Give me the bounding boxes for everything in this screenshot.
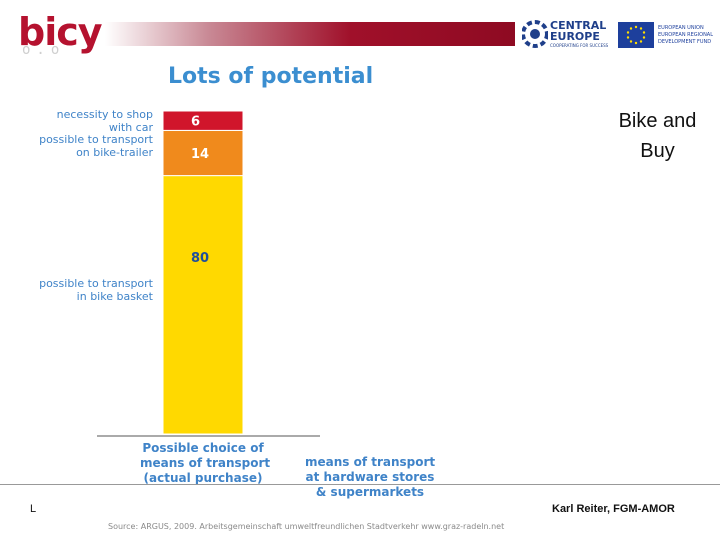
bar-segment-trailer: [162, 129, 244, 177]
series-label-trailer-line1: possible to transport: [39, 133, 153, 147]
series-label-car: necessity to shop with car: [57, 108, 153, 134]
central-europe-line1: CENTRAL: [550, 19, 607, 32]
eu-logo: EUROPEAN UNION EUROPEAN REGIONAL DEVELOP…: [618, 20, 716, 50]
category-1-line1: means of transport: [305, 455, 436, 469]
chart-title: Lots of potential: [168, 64, 374, 89]
data-label-car: 6: [191, 115, 200, 130]
bar-segment-car: [162, 110, 244, 131]
central-europe-logo: CENTRAL EUROPE COOPERATING FOR SUCCESS: [522, 18, 614, 50]
series-label-basket-line1: possible to transport: [39, 277, 153, 290]
series-label-basket: possible to transport in bike basket: [39, 277, 153, 303]
category-0-line2: means of transport: [140, 456, 271, 470]
series-label-car-line1: necessity to shop: [56, 108, 153, 121]
series-label-trailer: possible to transport on bike-trailer: [39, 133, 153, 159]
data-label-basket: 80: [191, 251, 209, 266]
source-note: Source: ARGUS, 2009. Arbeitsgemeinschaft…: [108, 522, 505, 531]
central-europe-line2: EUROPE: [550, 30, 600, 43]
header-band: [105, 22, 515, 46]
footer-left-text: L: [30, 503, 37, 515]
bicy-logo: bicy: [18, 10, 103, 54]
category-label-actual-purchase: Possible choice of means of transport (a…: [140, 441, 271, 486]
slide-heading: Bike and Buy: [618, 110, 697, 162]
series-label-basket-line2: in bike basket: [76, 290, 153, 303]
data-label-trailer: 14: [191, 147, 209, 162]
eu-logo-line1: EUROPEAN UNION: [658, 25, 704, 31]
category-1-line2: at hardware stores: [305, 470, 435, 484]
category-1-line3: & supermarkets: [315, 485, 425, 499]
eu-logo-line3: DEVELOPMENT FUND: [658, 39, 712, 45]
series-label-car-line2: with car: [108, 121, 153, 134]
bicy-logo-subtext: o.o: [22, 42, 66, 58]
bar-segment-basket: [162, 175, 244, 435]
footer-rule: [0, 484, 720, 485]
category-0-line3: (actual purchase): [143, 471, 263, 485]
footer-author: Karl Reiter, FGM-AMOR: [552, 503, 675, 515]
eu-flag-icon: [618, 22, 654, 48]
central-europe-emblem-icon: [522, 20, 548, 48]
category-label-hardware-stores: means of transport at hardware stores & …: [305, 455, 435, 500]
eu-logo-line2: EUROPEAN REGIONAL: [658, 32, 714, 38]
central-europe-tagline: COOPERATING FOR SUCCESS: [550, 43, 609, 48]
category-0-line1: Possible choice of: [142, 441, 264, 455]
series-label-trailer-line2: on bike-trailer: [76, 146, 153, 160]
